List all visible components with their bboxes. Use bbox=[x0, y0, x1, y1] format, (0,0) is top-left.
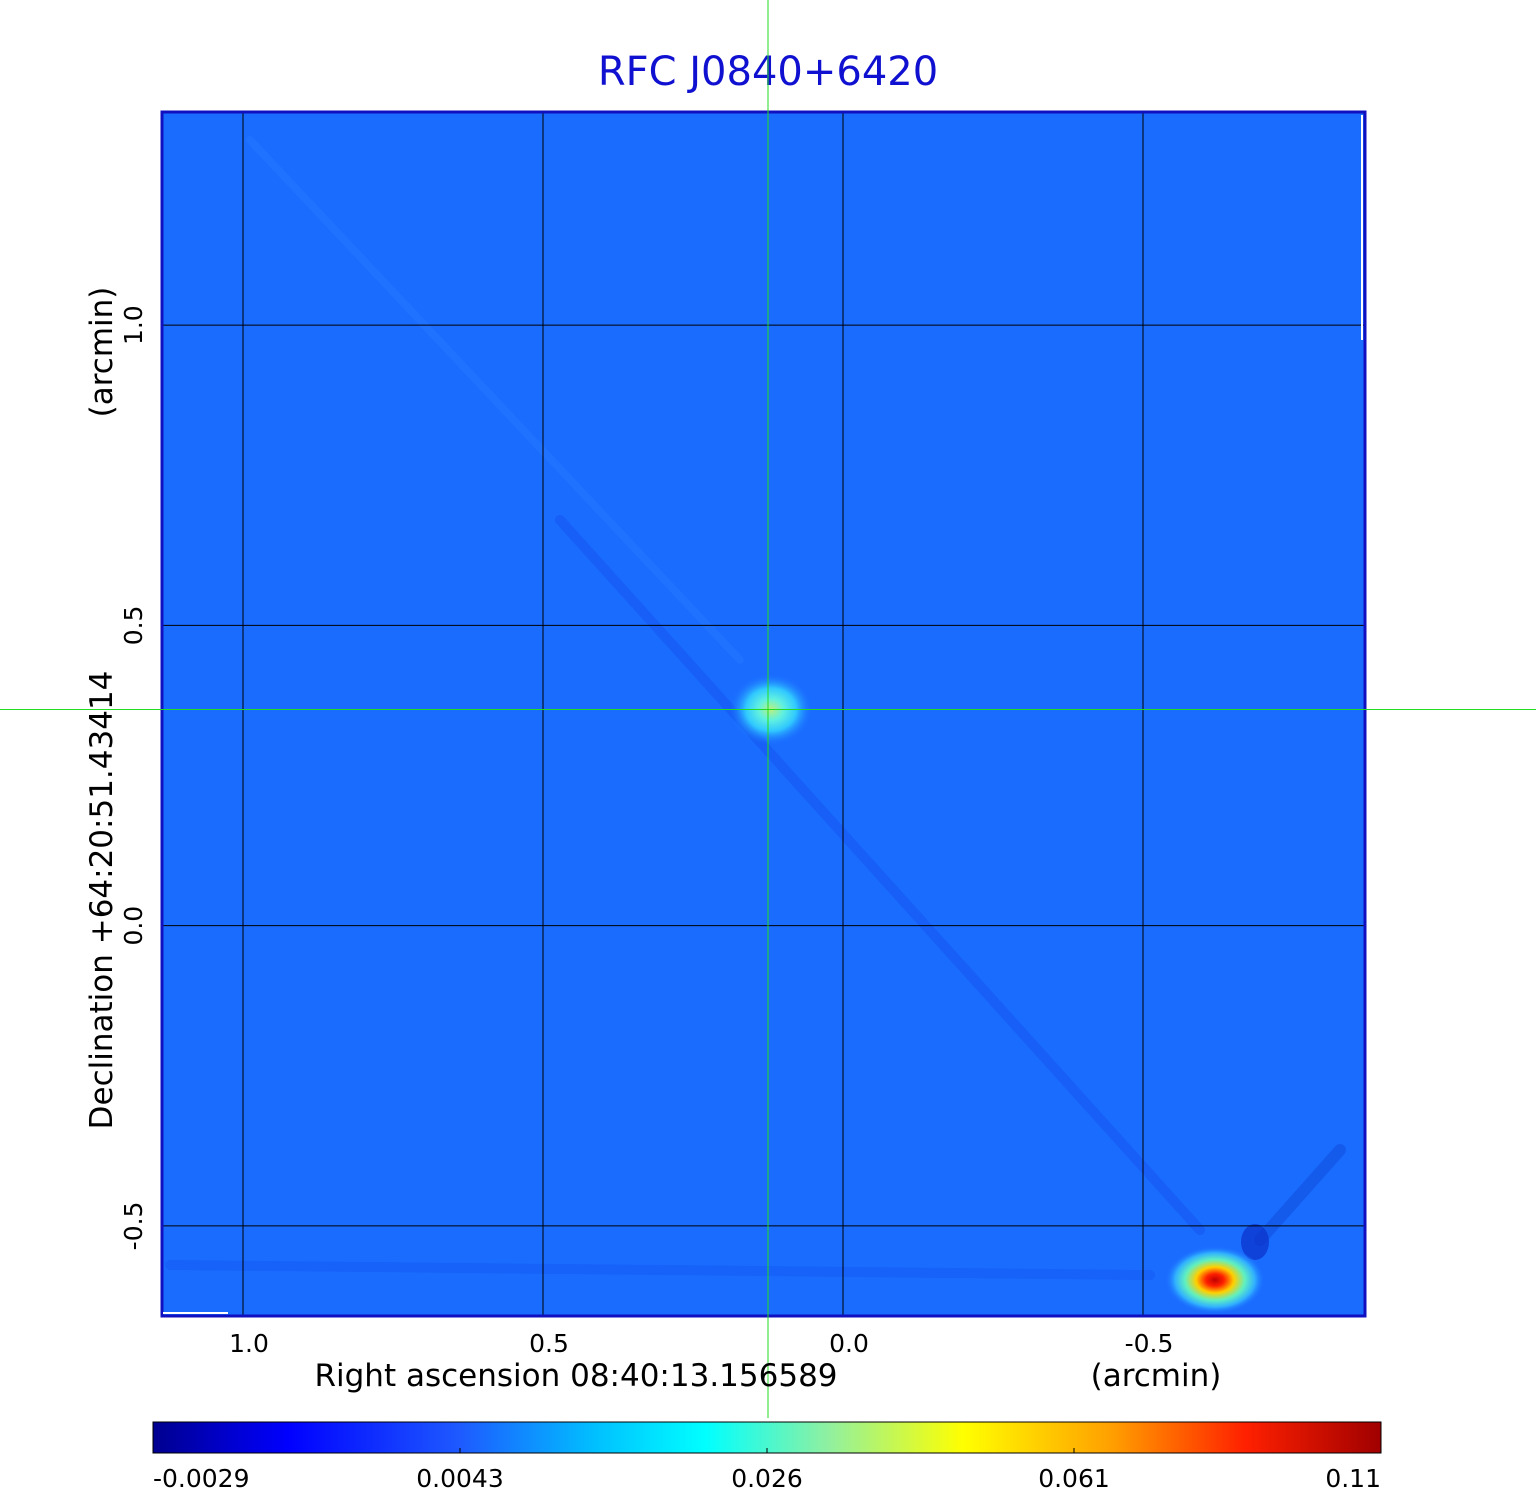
colorbar-tick-label-1: 0.0043 bbox=[416, 1464, 503, 1493]
colorbar-tick-label-2: 0.026 bbox=[731, 1464, 803, 1493]
colorbar-tick-label-4: 0.11 bbox=[1325, 1464, 1381, 1493]
y-axis-unit: (arcmin) bbox=[84, 287, 120, 418]
colorbar-tick-label-3: 0.061 bbox=[1038, 1464, 1110, 1493]
x-tick-label-3: -0.5 bbox=[1125, 1329, 1174, 1358]
y-tick-label-3: -0.5 bbox=[119, 1202, 148, 1251]
colorbar bbox=[152, 1421, 1382, 1454]
x-axis-unit: (arcmin) bbox=[1091, 1358, 1222, 1394]
y-tick-label-1: 0.5 bbox=[119, 606, 148, 646]
plot-frame bbox=[160, 110, 1367, 1318]
y-tick-label-0: 1.0 bbox=[119, 305, 148, 345]
colorbar-tick-labels: -0.0029 0.0043 0.026 0.061 0.11 bbox=[152, 1448, 1382, 1493]
y-tick-label-2: 0.0 bbox=[119, 906, 148, 946]
y-axis-label: Declination +64:20:51.43414 bbox=[84, 671, 120, 1130]
y-tick-labels: 1.0 0.5 0.0 -0.5 bbox=[119, 305, 148, 1250]
x-axis-label: Right ascension 08:40:13.156589 bbox=[314, 1358, 837, 1394]
crosshair bbox=[0, 0, 1536, 1418]
source-blob-2 bbox=[1165, 1245, 1265, 1314]
colorbar-tick-label-0: -0.0029 bbox=[153, 1464, 250, 1493]
sidelobe-streaks bbox=[165, 136, 1346, 1280]
coordinate-grid bbox=[162, 112, 1365, 1316]
x-tick-label-1: 0.5 bbox=[529, 1329, 569, 1358]
x-tick-label-2: 0.0 bbox=[829, 1329, 869, 1358]
x-tick-label-0: 1.0 bbox=[229, 1329, 269, 1358]
x-tick-labels: 1.0 0.5 0.0 -0.5 bbox=[229, 1329, 1173, 1358]
